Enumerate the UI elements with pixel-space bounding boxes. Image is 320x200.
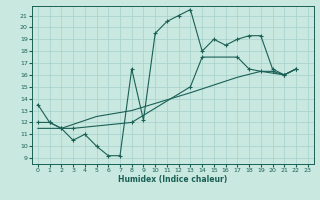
X-axis label: Humidex (Indice chaleur): Humidex (Indice chaleur) [118, 175, 228, 184]
